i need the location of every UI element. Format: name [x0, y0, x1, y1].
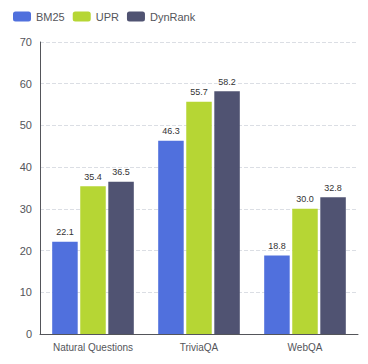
svg-text:58.2: 58.2: [218, 77, 236, 87]
svg-text:22.1: 22.1: [56, 227, 74, 237]
svg-text:46.3: 46.3: [162, 126, 180, 136]
svg-text:50: 50: [20, 119, 32, 131]
svg-text:0: 0: [26, 328, 32, 340]
svg-text:18.8: 18.8: [268, 241, 286, 251]
svg-text:20: 20: [20, 245, 32, 257]
svg-text:UPR: UPR: [96, 11, 119, 23]
svg-text:36.5: 36.5: [112, 167, 130, 177]
svg-text:Natural Questions: Natural Questions: [53, 342, 133, 353]
svg-text:30: 30: [20, 203, 32, 215]
svg-text:10: 10: [20, 286, 32, 298]
svg-text:32.8: 32.8: [324, 183, 342, 193]
svg-text:WebQA: WebQA: [288, 342, 323, 353]
svg-text:TriviaQA: TriviaQA: [180, 342, 219, 353]
svg-text:70: 70: [20, 36, 32, 48]
svg-text:DynRank: DynRank: [150, 11, 196, 23]
svg-text:40: 40: [20, 161, 32, 173]
svg-text:35.4: 35.4: [84, 172, 102, 182]
svg-text:60: 60: [20, 78, 32, 90]
svg-text:BM25: BM25: [36, 11, 65, 23]
svg-text:55.7: 55.7: [190, 87, 208, 97]
svg-text:30.0: 30.0: [296, 194, 314, 204]
